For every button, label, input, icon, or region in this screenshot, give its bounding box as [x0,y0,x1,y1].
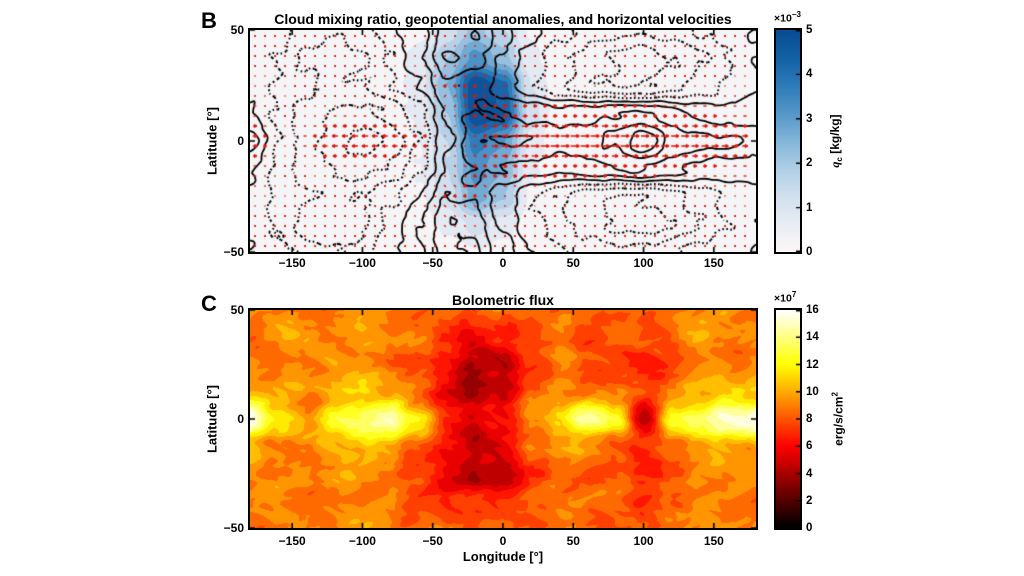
panel-c-plot-canvas [248,308,758,530]
panel-c-colorbar-label: erg/s/cm2 [830,392,846,446]
panel-b-y-tick: 50 [230,23,244,37]
panel-b-plot-canvas [248,28,758,254]
panel-b-colorbar-canvas [774,28,802,254]
panel-c-x-tick: −150 [278,534,306,548]
panel-c-y-tick: 0 [237,412,244,426]
panel-c-colorbar-tick: 10 [806,385,819,398]
panel-c-xlabel: Longitude [°] [462,549,544,564]
panel-c-colorbar-tick: 0 [806,522,813,534]
panel-b-x-tick: 150 [703,256,724,270]
panel-b-x-tick: 0 [499,256,507,270]
panel-b-colorbar-tick: 4 [806,68,813,81]
panel-c-x-tick: 100 [633,534,654,548]
panel-b-letter: B [201,8,217,33]
panel-b-x-tick: −100 [348,256,376,270]
panel-c-x-tick: −100 [348,534,376,548]
panel-b-colorbar-label: qc [kg/kg] [827,114,845,168]
panel-c-colorbar-tick: 6 [806,440,813,453]
panel-b-colorbar-tick: 3 [806,112,813,125]
panel-b-ylabel: Latitude [°] [204,106,220,176]
panel-c-colorbar-tick: 4 [806,467,813,480]
panel-c-colorbar-tick: 16 [806,304,819,316]
panel-c-y-tick: −50 [223,521,244,535]
panel-c-ylabel: Latitude [°] [204,384,220,454]
panel-c-colorbar-tick: 12 [806,358,819,371]
panel-b-colorbar-tick: 1 [806,201,813,214]
panel-b-title: Cloud mixing ratio, geopotential anomali… [274,11,732,27]
panel-b-colorbar-tick: 2 [806,157,813,170]
panel-c-colorbar-canvas [774,308,802,530]
panel-c-title: Bolometric flux [452,292,554,308]
panel-b-x-tick: 50 [566,256,580,270]
panel-c-x-tick: 150 [703,534,724,548]
panel-b-y-tick: 0 [237,134,244,148]
panel-b-x-tick: −50 [422,256,443,270]
panel-c-colorbar-tick: 2 [806,494,813,507]
panel-c-x-tick: 50 [566,534,580,548]
panel-c-colorbar-multiplier: ×107 [774,290,797,305]
panel-b-colorbar-tick: 5 [806,24,813,36]
panel-c-colorbar-tick: 14 [806,331,819,344]
panel-c-colorbar-tick: 8 [806,413,813,425]
panel-b-colorbar-tick: 0 [806,246,813,258]
panel-b-y-tick: −50 [223,245,244,259]
panel-c-x-tick: 0 [499,534,507,548]
panel-b-colorbar-multiplier: ×10−3 [774,10,801,25]
panel-b-x-tick: 100 [633,256,654,270]
panel-b-x-tick: −150 [278,256,306,270]
panel-c-x-tick: −50 [422,534,443,548]
panel-c-letter: C [201,291,217,316]
panel-c-y-tick: 50 [230,303,244,317]
